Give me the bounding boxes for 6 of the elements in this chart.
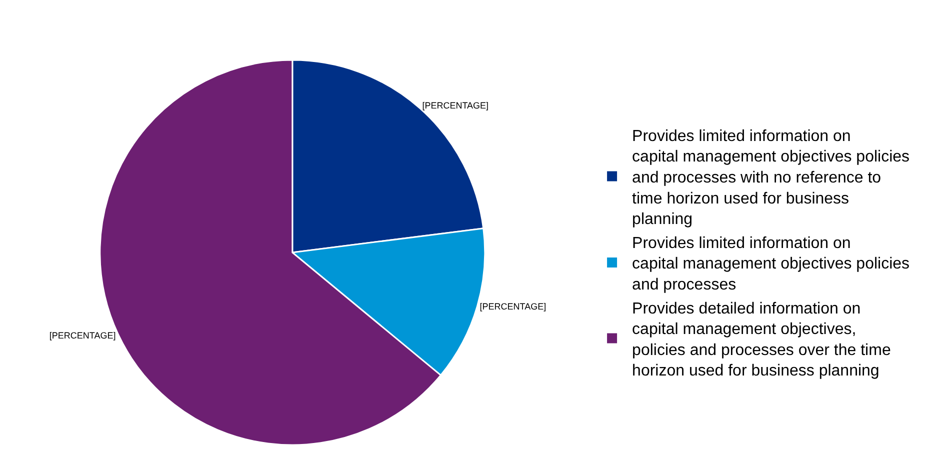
legend-label: Provides limited information on capital management objectives policies and processes	[632, 234, 910, 294]
data-label: [PERCENTAGE]	[422, 100, 489, 110]
legend-label: Provides limited information on capital management objectives policies and processes with no reference to time horizon used for business planning	[632, 128, 910, 228]
data-label: [PERCENTAGE]	[49, 330, 116, 340]
data-label: [PERCENTAGE]	[480, 302, 546, 312]
legend-label: Provides detailed information on capital management objectives, policies and processes over the time horizon used for business planning	[632, 300, 891, 380]
